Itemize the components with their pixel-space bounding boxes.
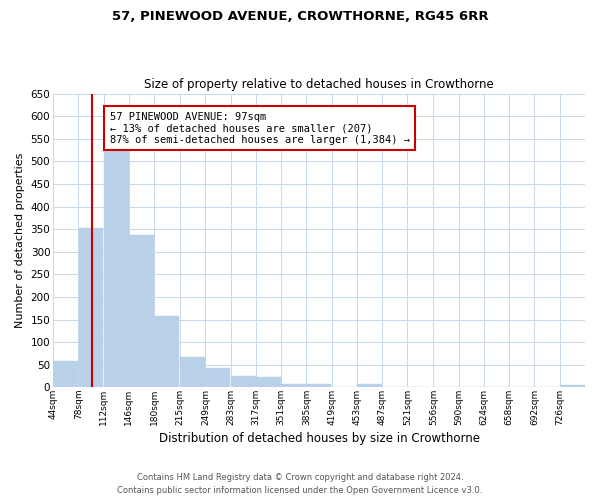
- Y-axis label: Number of detached properties: Number of detached properties: [15, 152, 25, 328]
- Bar: [181, 356, 205, 388]
- Bar: [53, 361, 78, 388]
- Bar: [231, 376, 256, 388]
- Bar: [281, 384, 306, 388]
- Bar: [154, 316, 179, 388]
- Text: 57 PINEWOOD AVENUE: 97sqm
← 13% of detached houses are smaller (207)
87% of semi: 57 PINEWOOD AVENUE: 97sqm ← 13% of detac…: [110, 112, 410, 145]
- Bar: [129, 236, 154, 388]
- Bar: [560, 385, 585, 388]
- Text: 57, PINEWOOD AVENUE, CROWTHORNE, RG45 6RR: 57, PINEWOOD AVENUE, CROWTHORNE, RG45 6R…: [112, 10, 488, 23]
- Bar: [79, 228, 103, 388]
- Bar: [104, 144, 128, 388]
- Bar: [357, 384, 382, 388]
- X-axis label: Distribution of detached houses by size in Crowthorne: Distribution of detached houses by size …: [158, 432, 479, 445]
- Title: Size of property relative to detached houses in Crowthorne: Size of property relative to detached ho…: [144, 78, 494, 91]
- Bar: [206, 368, 230, 388]
- Bar: [256, 378, 281, 388]
- Bar: [307, 384, 331, 388]
- Text: Contains HM Land Registry data © Crown copyright and database right 2024.
Contai: Contains HM Land Registry data © Crown c…: [118, 474, 482, 495]
